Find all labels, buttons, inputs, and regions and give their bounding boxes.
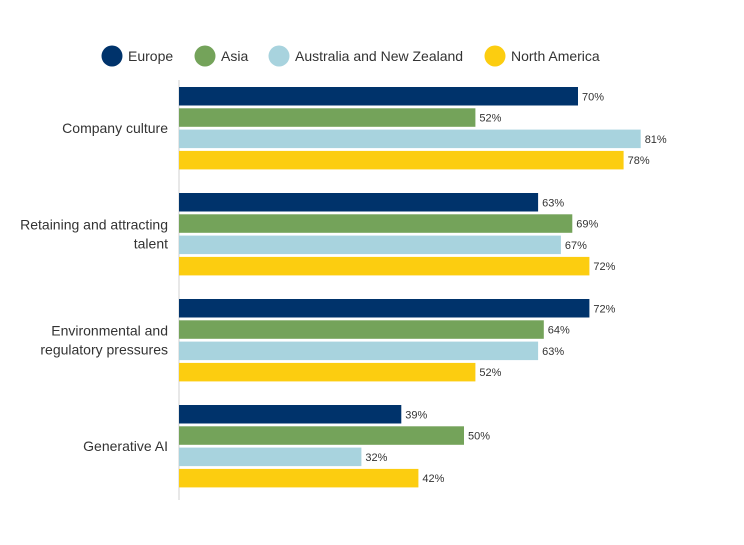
legend-label-asia: Asia bbox=[221, 48, 248, 64]
legend-label-north-america: North America bbox=[511, 48, 600, 64]
bar-company-culture-europe bbox=[179, 87, 578, 106]
legend-label-europe: Europe bbox=[128, 48, 173, 64]
category-labels: Company culture Retaining and attracting t… bbox=[20, 120, 168, 454]
category-label-company-culture: Company culture bbox=[62, 120, 168, 136]
bar-retaining-and-attracting-talent-europe bbox=[179, 193, 539, 212]
bar-environmental-and-regulatory-pressures-europe bbox=[179, 299, 590, 318]
legend-swatch-north-america bbox=[484, 45, 506, 67]
value-label-company-culture-asia: 52% bbox=[479, 113, 501, 125]
value-label-retaining-and-attracting-talent-north-america: 72% bbox=[593, 261, 615, 273]
bar-retaining-and-attracting-talent-australia-and-new-zealand bbox=[179, 235, 561, 255]
legend: Europe Asia Australia and New Zealand North… bbox=[101, 45, 600, 67]
value-label-environmental-and-regulatory-pressures-north-america: 52% bbox=[479, 367, 501, 379]
bars: 70% 52% 81% 78% 63% 69% 67% 72% 72% 64% 63% 52% 39% 5… bbox=[179, 87, 667, 488]
category-label-retaining-and-attracting-talent: Retaining and attracting talent bbox=[20, 217, 168, 252]
bar-environmental-and-regulatory-pressures-asia bbox=[179, 320, 544, 339]
value-label-retaining-and-attracting-talent-asia: 69% bbox=[576, 219, 598, 231]
bar-company-culture-north-america bbox=[179, 150, 624, 170]
value-label-generative-ai-asia: 50% bbox=[468, 431, 490, 443]
bar-company-culture-asia bbox=[179, 108, 476, 127]
value-label-generative-ai-australia-and-new-zealand: 32% bbox=[365, 452, 387, 464]
category-label-environmental-and-regulatory-pressures: Environmental and regulatory pressures bbox=[40, 323, 168, 358]
bar-generative-ai-asia bbox=[179, 426, 464, 445]
bar-retaining-and-attracting-talent-asia bbox=[179, 214, 573, 233]
value-label-environmental-and-regulatory-pressures-europe: 72% bbox=[593, 303, 615, 315]
bar-retaining-and-attracting-talent-north-america bbox=[179, 256, 590, 276]
value-label-company-culture-europe: 70% bbox=[582, 91, 604, 103]
bar-environmental-and-regulatory-pressures-north-america bbox=[179, 362, 476, 382]
category-label-generative-ai: Generative AI bbox=[83, 438, 168, 454]
value-label-environmental-and-regulatory-pressures-australia-and-new-zealand: 63% bbox=[542, 346, 564, 358]
value-label-company-culture-north-america: 78% bbox=[628, 155, 650, 167]
legend-label-australia-and-new-zealand: Australia and New Zealand bbox=[295, 48, 463, 64]
value-label-generative-ai-europe: 39% bbox=[405, 409, 427, 421]
value-label-company-culture-australia-and-new-zealand: 81% bbox=[645, 134, 667, 146]
value-label-retaining-and-attracting-talent-europe: 63% bbox=[542, 197, 564, 209]
bar-company-culture-australia-and-new-zealand bbox=[179, 129, 641, 149]
bar-generative-ai-australia-and-new-zealand bbox=[179, 447, 362, 467]
value-label-generative-ai-north-america: 42% bbox=[422, 473, 444, 485]
legend-swatch-europe bbox=[101, 45, 123, 67]
bar-generative-ai-north-america bbox=[179, 468, 419, 488]
legend-swatch-asia bbox=[194, 45, 216, 67]
value-label-environmental-and-regulatory-pressures-asia: 64% bbox=[548, 325, 570, 337]
legend-swatch-australia-and-new-zealand bbox=[268, 45, 290, 67]
bar-environmental-and-regulatory-pressures-australia-and-new-zealand bbox=[179, 341, 539, 361]
value-label-retaining-and-attracting-talent-australia-and-new-zealand: 67% bbox=[565, 240, 587, 252]
bar-generative-ai-europe bbox=[179, 405, 402, 424]
